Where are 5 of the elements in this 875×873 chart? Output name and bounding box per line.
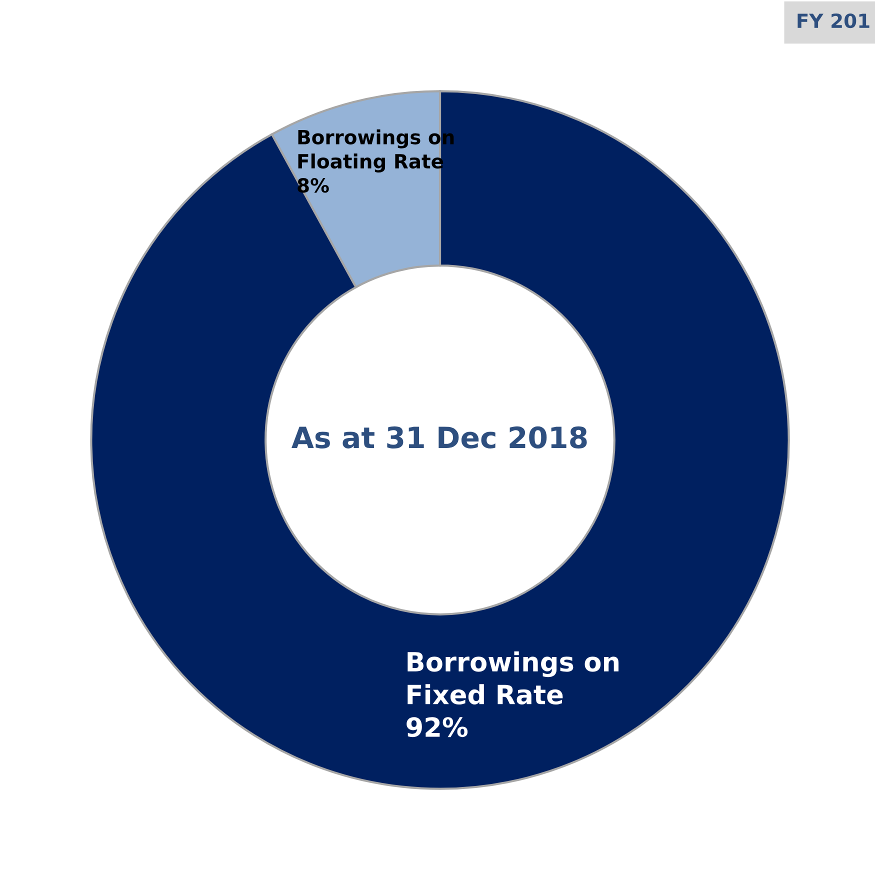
data-label: 8%	[298, 178, 329, 193]
text: FY 201	[798, 13, 870, 28]
text: As at 31 Dec 2018	[292, 426, 587, 448]
slice-label: Borrowings on Fixed Rate	[408, 651, 618, 705]
data-label: 92%	[406, 717, 468, 738]
